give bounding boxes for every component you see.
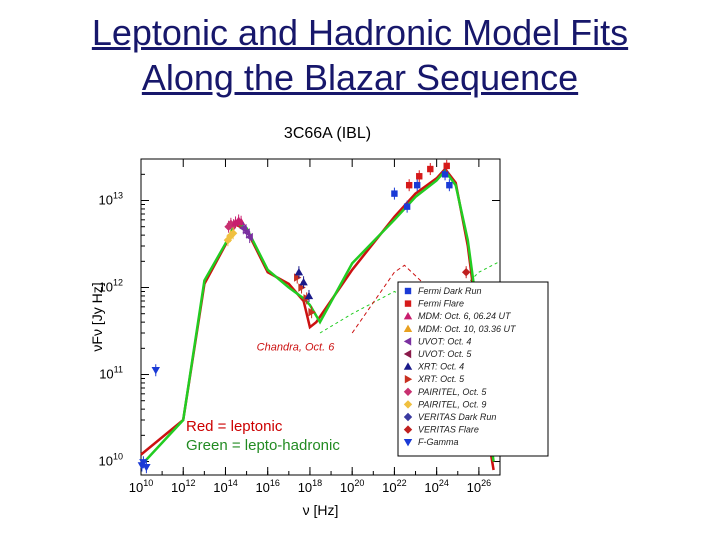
data-point — [299, 278, 308, 286]
chandra-annotation: Chandra, Oct. 6 — [257, 341, 336, 353]
legend-marker — [403, 412, 413, 422]
y-tick-label: 1013 — [99, 191, 123, 208]
x-tick-exponent: 12 — [185, 478, 195, 488]
legend-marker — [403, 312, 413, 320]
x-tick-exponent: 18 — [312, 478, 322, 488]
data-point — [151, 367, 160, 375]
data-point — [446, 181, 453, 189]
data-point — [239, 224, 247, 233]
legend-box — [397, 281, 549, 457]
x-axis-label: ν [Hz] — [303, 502, 339, 518]
y-tick-exponent: 11 — [114, 365, 123, 375]
y-tick-exponent: 13 — [113, 191, 123, 201]
legend-marker — [404, 300, 412, 307]
data-point — [427, 165, 434, 173]
x-tick-label: 1022 — [382, 478, 406, 495]
data-point — [391, 190, 398, 197]
data-point — [414, 181, 421, 189]
legend-label: VERITAS Dark Run — [418, 412, 496, 422]
legend-marker — [403, 400, 413, 409]
slide-title-line1: Leptonic and Hadronic Model Fits — [91, 12, 629, 53]
legend-label: MDM: Oct. 6, 06.24 UT — [418, 311, 512, 321]
data-point — [223, 235, 233, 245]
data-point — [226, 231, 235, 241]
legend-label: Fermi Dark Run — [418, 286, 482, 296]
chart-caption: 3C66A (IBL) — [283, 125, 372, 142]
legend-label: XRT: Oct. 5 — [417, 374, 465, 384]
data-points — [137, 159, 479, 474]
data-point — [142, 464, 151, 472]
x-tick-exponent: 10 — [143, 478, 153, 488]
y-tick-exponent: 10 — [113, 452, 123, 462]
data-point — [416, 173, 423, 180]
x-tick-exponent: 24 — [439, 478, 449, 488]
legend-marker — [403, 324, 413, 332]
legend-marker — [403, 337, 412, 346]
y-axis-label: νFν [Jy Hz] — [89, 282, 105, 351]
sed-chart: 1010 1012 1014 1016 1018 1020 1022 1024 10261010… — [89, 158, 549, 518]
y-tick-label: 1010 — [99, 452, 123, 469]
data-point — [242, 228, 250, 237]
data-point — [228, 229, 238, 238]
slide-title-line2: Along the Blazar Sequence — [141, 57, 579, 98]
legend-label: UVOT: Oct. 5 — [418, 349, 472, 359]
x-tick-exponent: 16 — [270, 478, 280, 488]
legend-label: UVOT: Oct. 4 — [418, 336, 471, 346]
legend-marker — [403, 425, 413, 434]
data-point — [403, 203, 411, 210]
x-tick-label: 1012 — [171, 478, 195, 495]
legend-label: PAIRITEL, Oct. 5 — [418, 387, 487, 397]
leptonic-component-curve — [351, 264, 480, 436]
model-color-note: Red = leptonic Green = lepto-hadronic — [186, 417, 340, 455]
legend-marker — [403, 439, 413, 447]
x-tick-label: 1014 — [213, 478, 237, 495]
legend-marker — [403, 349, 412, 359]
data-point — [461, 267, 471, 277]
legend: Fermi Dark Run Fermi Flare MDM: Oct. 6, 06… — [397, 281, 549, 457]
legend-marker — [403, 387, 413, 396]
x-tick-label: 1016 — [255, 478, 279, 495]
data-point — [245, 232, 253, 242]
data-point — [294, 273, 302, 282]
legend-marker — [403, 362, 413, 370]
x-tick-exponent: 26 — [481, 478, 491, 488]
leptonic-note: Red = leptonic — [186, 418, 283, 435]
legend-marker — [404, 287, 412, 295]
data-point — [294, 267, 304, 276]
legend-label: XRT: Oct. 4 — [417, 362, 464, 372]
legend-label: Fermi Flare — [418, 299, 464, 309]
x-tick-label: 1010 — [129, 478, 153, 495]
data-point — [304, 291, 314, 300]
data-point — [308, 308, 316, 317]
legend-marker — [404, 375, 413, 384]
x-tick-label: 1024 — [424, 478, 448, 495]
legend-label: F-Gamma — [418, 437, 459, 447]
y-tick-label: 1011 — [99, 365, 123, 382]
data-point — [441, 171, 449, 178]
data-point — [139, 459, 148, 467]
y-tick-exponent: 12 — [113, 278, 123, 288]
x-tick-exponent: 14 — [228, 478, 238, 488]
x-tick-label: 1026 — [467, 478, 491, 495]
data-point — [405, 181, 413, 189]
x-tick-exponent: 20 — [354, 478, 364, 488]
hadronic-note: Green = lepto-hadronic — [186, 437, 340, 454]
legend-label: MDM: Oct. 10, 03.36 UT — [418, 324, 517, 334]
legend-label: PAIRITEL, Oct. 9 — [418, 399, 486, 409]
x-tick-exponent: 22 — [397, 478, 407, 488]
legend-label: VERITAS Flare — [418, 425, 479, 435]
data-point — [443, 162, 450, 170]
x-tick-label: 1020 — [340, 478, 364, 495]
x-tick-label: 1018 — [298, 478, 322, 495]
slide-title: Leptonic and Hadronic Model Fits Along t… — [0, 10, 720, 100]
